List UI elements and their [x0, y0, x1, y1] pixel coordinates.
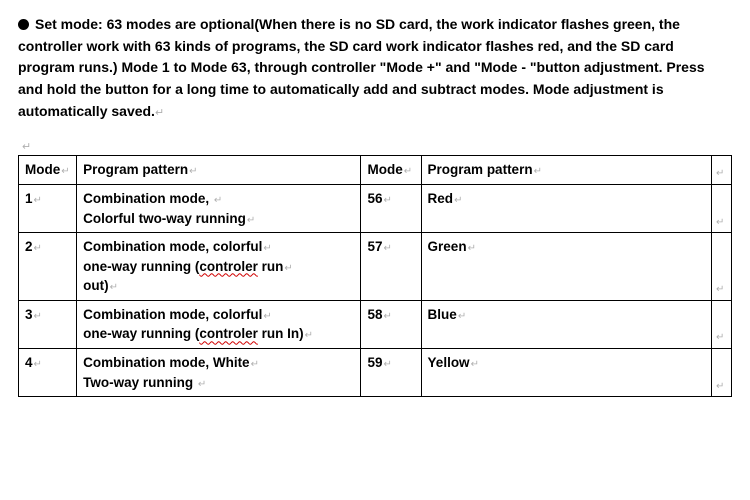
cell-tail: ↵ — [711, 233, 731, 301]
table-header-row: Mode↵ Program pattern↵ Mode↵ Program pat… — [19, 156, 732, 185]
cell-tail: ↵ — [711, 348, 731, 396]
cell-mode-a: 4↵ — [19, 348, 77, 396]
cell-pattern-a: Combination mode, White↵Two-way running … — [77, 348, 361, 396]
cell-pattern-b: Green↵ — [421, 233, 711, 301]
table-row: 2↵Combination mode, colorful↵one-way run… — [19, 233, 732, 301]
bullet-icon — [18, 19, 29, 30]
spacer-mark: ↵ — [22, 140, 732, 153]
col-mode-a: Mode↵ — [19, 156, 77, 185]
col-pattern-a: Program pattern↵ — [77, 156, 361, 185]
col-tail: ↵ — [711, 156, 731, 185]
cell-mode-a: 2↵ — [19, 233, 77, 301]
col-pattern-b: Program pattern↵ — [421, 156, 711, 185]
table-body: 1↵Combination mode, ↵Colorful two-way ru… — [19, 185, 732, 397]
cell-mode-a: 1↵ — [19, 185, 77, 233]
cell-mode-b: 57↵ — [361, 233, 421, 301]
cell-pattern-a: Combination mode, colorful↵one-way runni… — [77, 300, 361, 348]
intro-text: Set mode: 63 modes are optional(When the… — [18, 16, 705, 119]
cell-mode-b: 56↵ — [361, 185, 421, 233]
cell-pattern-b: Blue↵ — [421, 300, 711, 348]
col-mode-b: Mode↵ — [361, 156, 421, 185]
table-row: 4↵Combination mode, White↵Two-way runnin… — [19, 348, 732, 396]
cell-mode-a: 3↵ — [19, 300, 77, 348]
cell-tail: ↵ — [711, 185, 731, 233]
cell-mode-b: 58↵ — [361, 300, 421, 348]
modes-table: Mode↵ Program pattern↵ Mode↵ Program pat… — [18, 155, 732, 397]
cell-pattern-b: Yellow↵ — [421, 348, 711, 396]
cell-pattern-a: Combination mode, colorful↵one-way runni… — [77, 233, 361, 301]
table-row: 3↵Combination mode, colorful↵one-way run… — [19, 300, 732, 348]
cell-pattern-b: Red↵ — [421, 185, 711, 233]
intro-paragraph: Set mode: 63 modes are optional(When the… — [18, 14, 732, 122]
cell-tail: ↵ — [711, 300, 731, 348]
cell-mode-b: 59↵ — [361, 348, 421, 396]
para-mark: ↵ — [155, 107, 164, 119]
cell-pattern-a: Combination mode, ↵Colorful two-way runn… — [77, 185, 361, 233]
table-row: 1↵Combination mode, ↵Colorful two-way ru… — [19, 185, 732, 233]
